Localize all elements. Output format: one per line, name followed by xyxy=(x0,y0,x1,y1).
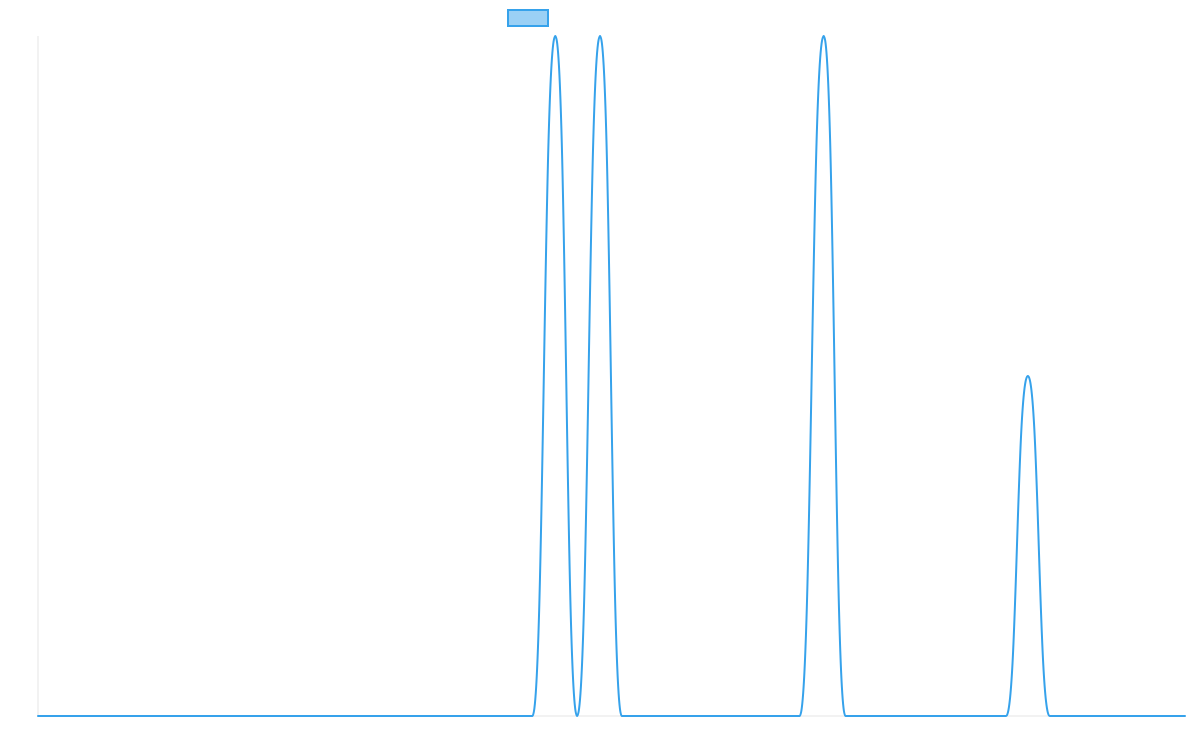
series-layer xyxy=(37,35,1186,718)
legend xyxy=(507,9,549,27)
legend-item[interactable] xyxy=(507,9,549,27)
series-line xyxy=(37,35,1186,718)
legend-swatch xyxy=(507,9,549,27)
